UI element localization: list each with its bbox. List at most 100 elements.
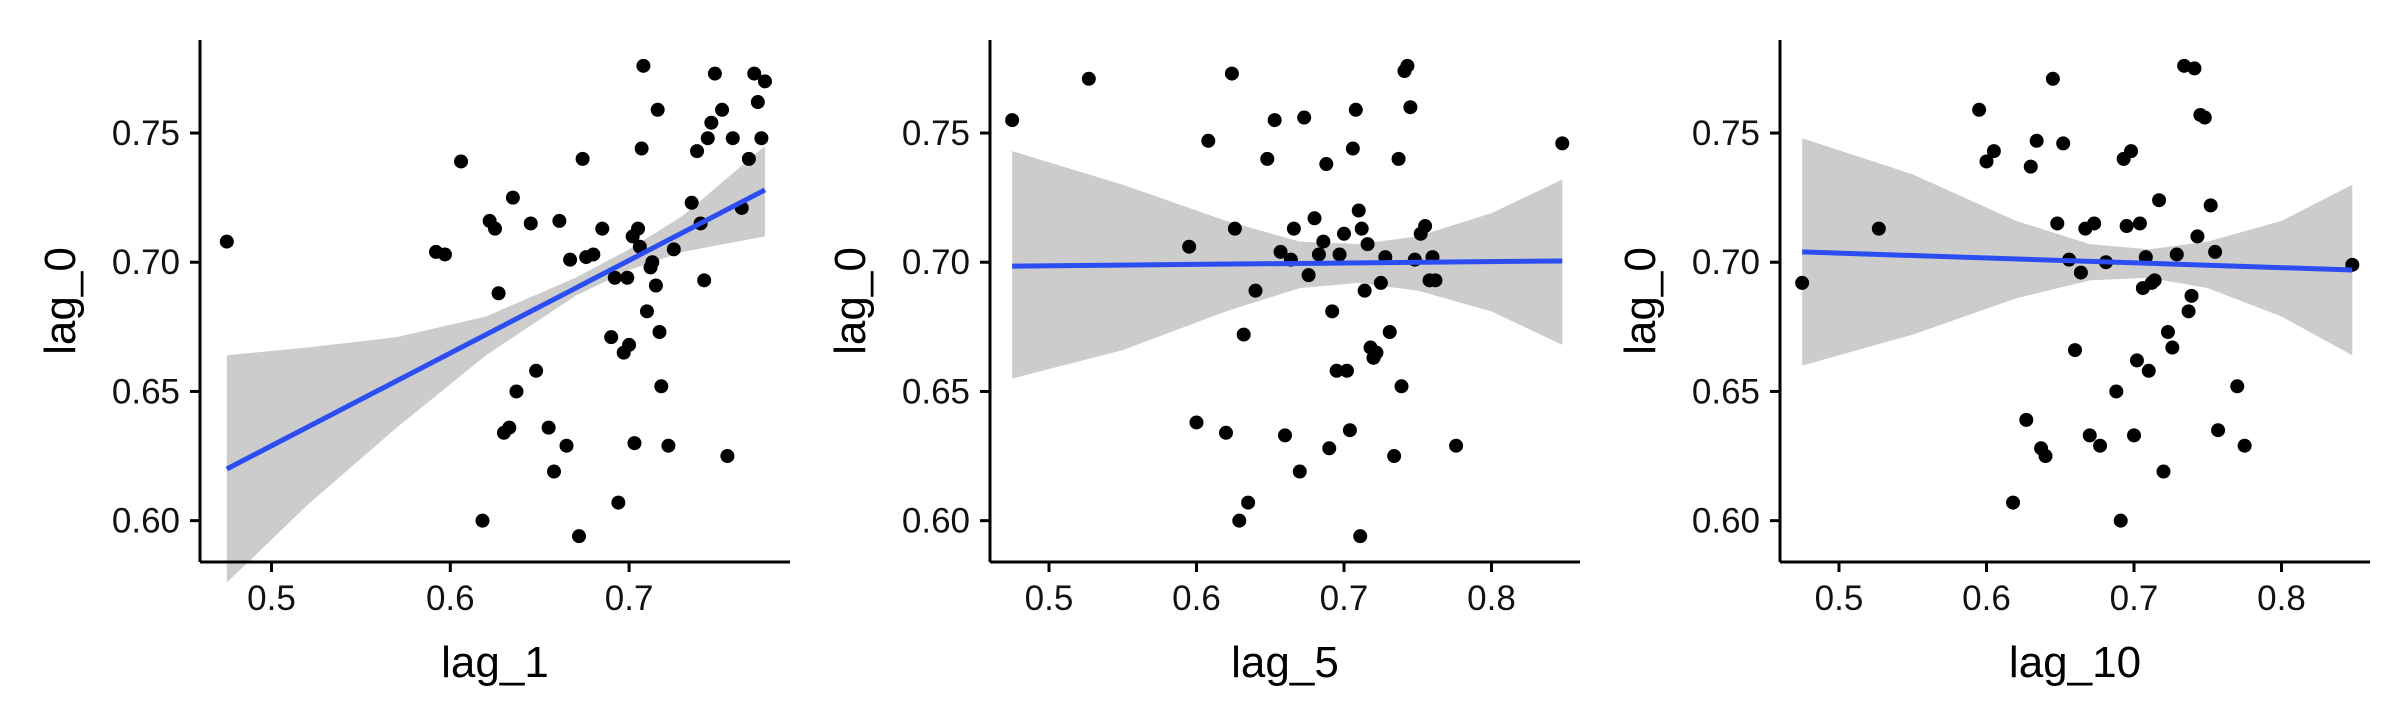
data-point bbox=[2038, 449, 2053, 464]
data-point bbox=[1391, 151, 1406, 166]
data-point bbox=[1972, 102, 1987, 117]
data-point bbox=[1224, 66, 1239, 81]
data-point bbox=[1354, 221, 1369, 236]
data-point bbox=[437, 247, 452, 262]
data-point bbox=[720, 449, 735, 464]
x-tick-label: 0.7 bbox=[2110, 579, 2159, 618]
data-point bbox=[715, 102, 730, 117]
data-point bbox=[1316, 234, 1331, 249]
y-axis-title: lag_0 bbox=[826, 247, 875, 355]
data-point bbox=[1357, 283, 1372, 298]
data-point bbox=[1201, 133, 1216, 148]
data-point bbox=[1369, 345, 1384, 360]
data-point bbox=[2006, 495, 2021, 510]
data-point bbox=[572, 529, 587, 544]
data-point bbox=[1227, 221, 1242, 236]
x-tick-label: 0.8 bbox=[1467, 579, 1516, 618]
data-point bbox=[575, 151, 590, 166]
data-point bbox=[2093, 438, 2108, 453]
data-point bbox=[1301, 268, 1316, 283]
data-point bbox=[1348, 102, 1363, 117]
data-point bbox=[1292, 464, 1307, 479]
data-point bbox=[509, 384, 524, 399]
confidence-band bbox=[1802, 138, 2353, 366]
y-axis-title: lag_0 bbox=[36, 247, 85, 355]
data-point bbox=[2147, 273, 2162, 288]
regression-line bbox=[1012, 258, 1563, 269]
data-point bbox=[475, 513, 490, 528]
data-point bbox=[1986, 144, 2001, 159]
data-point bbox=[707, 66, 722, 81]
data-point bbox=[1322, 441, 1337, 456]
x-tick-label: 0.8 bbox=[2257, 579, 2306, 618]
data-point bbox=[2127, 428, 2141, 443]
data-point bbox=[1325, 304, 1340, 319]
data-point bbox=[454, 154, 469, 169]
data-point bbox=[2208, 244, 2223, 259]
x-axis-title: lag_1 bbox=[441, 638, 549, 687]
x-tick-label: 0.5 bbox=[1815, 579, 1864, 618]
data-point bbox=[607, 270, 622, 285]
data-point bbox=[661, 438, 676, 453]
data-point bbox=[2230, 379, 2245, 394]
data-point bbox=[2124, 144, 2139, 159]
x-tick-label: 0.5 bbox=[1025, 579, 1074, 618]
data-point bbox=[2211, 423, 2226, 438]
data-point bbox=[2160, 325, 2175, 340]
data-point bbox=[1297, 110, 1312, 125]
data-point bbox=[219, 234, 234, 249]
y-tick-label: 0.70 bbox=[1692, 243, 1760, 282]
data-point bbox=[1337, 226, 1351, 241]
data-point bbox=[631, 221, 646, 236]
data-point bbox=[1332, 247, 1347, 262]
data-point bbox=[2087, 216, 2102, 231]
data-point bbox=[595, 221, 610, 236]
data-point bbox=[2023, 159, 2038, 174]
data-point bbox=[1403, 100, 1418, 115]
data-point bbox=[2132, 216, 2147, 231]
data-point bbox=[1273, 244, 1288, 259]
data-point bbox=[650, 102, 665, 117]
data-point bbox=[559, 438, 574, 453]
data-point bbox=[2197, 110, 2212, 125]
data-point bbox=[1182, 239, 1197, 254]
data-point bbox=[2113, 513, 2128, 528]
data-point bbox=[1260, 151, 1275, 166]
data-point bbox=[1339, 363, 1354, 378]
data-point bbox=[2119, 219, 2134, 234]
data-point bbox=[2050, 216, 2065, 231]
data-point bbox=[645, 255, 660, 270]
data-point bbox=[2152, 193, 2167, 208]
data-point bbox=[690, 144, 705, 159]
data-point bbox=[1360, 237, 1375, 252]
data-point bbox=[502, 420, 517, 435]
y-tick-label: 0.65 bbox=[1692, 372, 1760, 411]
data-point bbox=[1345, 141, 1360, 156]
data-point bbox=[1387, 449, 1402, 464]
data-point bbox=[648, 278, 663, 293]
data-point bbox=[2203, 198, 2218, 213]
data-point bbox=[1871, 221, 1886, 236]
y-tick-label: 0.70 bbox=[902, 243, 970, 282]
data-point bbox=[1307, 211, 1322, 226]
data-point bbox=[652, 325, 667, 340]
data-point bbox=[2068, 343, 2082, 358]
data-point bbox=[1232, 513, 1247, 528]
x-tick-label: 0.6 bbox=[426, 579, 475, 618]
data-point bbox=[1342, 423, 1357, 438]
data-point bbox=[1081, 71, 1096, 86]
data-point bbox=[622, 337, 637, 352]
y-tick-label: 0.75 bbox=[1692, 114, 1760, 153]
y-tick-label: 0.65 bbox=[902, 372, 970, 411]
data-point bbox=[1005, 113, 1020, 128]
data-point bbox=[541, 420, 556, 435]
data-point bbox=[1400, 58, 1415, 73]
data-point bbox=[1353, 529, 1368, 544]
data-point bbox=[1319, 157, 1334, 172]
data-point bbox=[2019, 412, 2034, 427]
y-axis-title: lag_0 bbox=[1616, 247, 1665, 355]
data-point bbox=[2056, 136, 2071, 151]
data-point bbox=[552, 213, 567, 228]
data-point bbox=[741, 151, 756, 166]
